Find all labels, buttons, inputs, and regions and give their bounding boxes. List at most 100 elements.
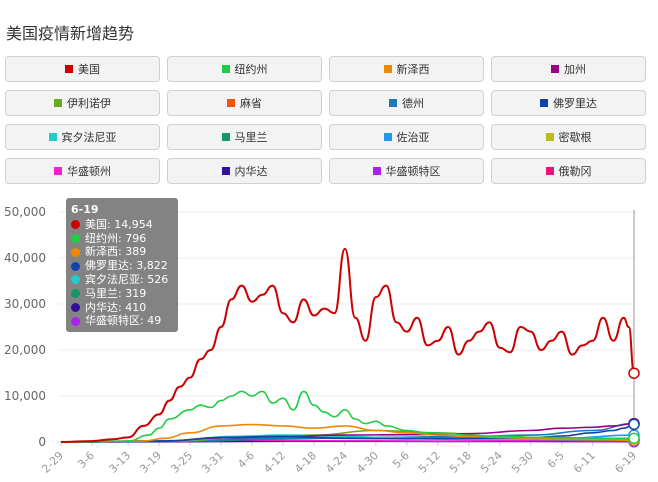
x-tick-label: 6-19 <box>612 449 639 476</box>
legend-swatch-icon <box>372 167 381 175</box>
x-tick-label: 3-6 <box>75 449 97 471</box>
tooltip-dot-icon <box>71 316 80 326</box>
legend-swatch-icon <box>545 133 554 141</box>
x-tick-label: 6-11 <box>571 449 598 476</box>
legend: 美国 纽约州 新泽西 加州伊利诺伊 麻省 德州 佛罗里达宾夕法尼亚 马里兰 佐治亚 密歇根华盛顿州… <box>5 56 655 184</box>
legend-button-7[interactable]: 佛罗里达 <box>491 90 646 116</box>
x-tick-label: 2-29 <box>39 449 66 476</box>
legend-swatch-icon <box>54 167 62 175</box>
legend-label: 宾夕法尼亚 <box>61 131 117 144</box>
tooltip-dot-icon <box>71 233 80 243</box>
legend-swatch-icon <box>48 133 57 141</box>
x-tick-label: 5-12 <box>416 449 443 476</box>
page-title: 美国疫情新增趋势 <box>6 24 135 43</box>
y-tick-label: 20,000 <box>4 343 46 357</box>
legend-swatch-icon <box>227 99 235 107</box>
legend-label: 华盛顿州 <box>67 165 111 178</box>
legend-button-13[interactable]: 内华达 <box>167 158 322 184</box>
tooltip-dot-icon <box>71 220 80 230</box>
legend-button-4[interactable]: 伊利诺伊 <box>5 90 160 116</box>
legend-label: 伊利诺伊 <box>67 97 111 110</box>
y-tick-label: 0 <box>38 435 46 449</box>
legend-button-11[interactable]: 密歇根 <box>491 124 646 150</box>
line-chart: 0 10,000 20,000 30,000 40,000 50,000 2-29 3-6 3… <box>4 205 640 476</box>
tooltip-value: 马里兰: 319 <box>85 286 147 300</box>
tooltip-row: 佛罗里达: 3,822 <box>71 259 178 273</box>
legend-button-5[interactable]: 麻省 <box>167 90 322 116</box>
tooltip-value: 内华达: 410 <box>85 300 147 314</box>
legend-button-14[interactable]: 华盛顿特区 <box>329 158 484 184</box>
x-tick-label: 4-18 <box>292 449 319 476</box>
series-line-美国[interactable] <box>60 247 635 443</box>
legend-button-3[interactable]: 加州 <box>491 56 646 82</box>
y-tick-label: 50,000 <box>4 205 46 219</box>
x-tick-label: 5-18 <box>447 449 474 476</box>
tooltip-row: 纽约州: 796 <box>71 232 178 246</box>
legend-swatch-icon <box>383 65 392 73</box>
legend-button-1[interactable]: 纽约州 <box>167 56 322 82</box>
legend-label: 佛罗里达 <box>553 97 597 110</box>
x-tick-label: 5-30 <box>509 449 536 476</box>
legend-label: 密歇根 <box>558 131 592 144</box>
series-line-纽约州[interactable] <box>60 390 635 443</box>
x-tick-label: 3-19 <box>137 449 164 476</box>
y-tick-label: 10,000 <box>4 389 46 403</box>
legend-button-6[interactable]: 德州 <box>329 90 484 116</box>
x-tick-label: 4-24 <box>323 449 350 476</box>
tooltip-value: 宾夕法尼亚: 526 <box>85 272 169 286</box>
tooltip-value: 佛罗里达: 3,822 <box>85 259 168 273</box>
legend-swatch-icon <box>65 65 73 73</box>
tooltip-row: 华盛顿特区: 49 <box>71 314 178 328</box>
legend-button-15[interactable]: 俄勒冈 <box>491 158 646 184</box>
legend-swatch-icon <box>221 65 230 73</box>
legend-label: 华盛顿特区 <box>385 165 441 178</box>
legend-swatch-icon <box>221 133 230 141</box>
x-tick-label: 6-5 <box>545 449 567 471</box>
legend-label: 德州 <box>402 97 424 110</box>
tooltip-value: 新泽西: 389 <box>85 245 147 259</box>
x-tick-label: 4-6 <box>235 449 257 471</box>
legend-swatch-icon <box>540 99 548 107</box>
y-tick-label: 30,000 <box>4 297 46 311</box>
legend-button-10[interactable]: 佐治亚 <box>329 124 484 150</box>
y-axis-ticks: 0 10,000 20,000 30,000 40,000 50,000 <box>4 205 46 449</box>
legend-swatch-icon <box>545 167 554 175</box>
legend-label: 纽约州 <box>234 63 268 76</box>
legend-label: 新泽西 <box>396 63 430 76</box>
x-tick-label: 4-30 <box>354 449 381 476</box>
tooltip-dot-icon <box>71 289 80 299</box>
tooltip-row: 新泽西: 389 <box>71 245 178 259</box>
x-tick-label: 5-24 <box>478 449 505 476</box>
tooltip-value: 美国: 14,954 <box>85 217 153 231</box>
legend-button-2[interactable]: 新泽西 <box>329 56 484 82</box>
x-tick-label: 5-6 <box>390 449 412 471</box>
series-line-佛罗里达[interactable] <box>60 423 635 443</box>
legend-label: 佐治亚 <box>396 131 430 144</box>
data-point[interactable] <box>628 418 640 431</box>
legend-label: 加州 <box>564 63 586 76</box>
legend-label: 俄勒冈 <box>558 165 592 178</box>
tooltip-dot-icon <box>71 275 80 285</box>
legend-swatch-icon <box>551 65 559 73</box>
legend-swatch-icon <box>383 133 392 141</box>
data-point[interactable] <box>628 432 640 445</box>
y-tick-label: 40,000 <box>4 251 46 265</box>
tooltip-dot-icon <box>71 302 80 312</box>
data-point[interactable] <box>628 367 640 379</box>
legend-button-9[interactable]: 马里兰 <box>167 124 322 150</box>
tooltip-dot-icon <box>71 247 80 257</box>
tooltip-row: 马里兰: 319 <box>71 287 178 301</box>
legend-button-12[interactable]: 华盛顿州 <box>5 158 160 184</box>
series-layer <box>60 247 640 448</box>
legend-button-0[interactable]: 美国 <box>5 56 160 82</box>
x-tick-label: 4-12 <box>261 449 288 476</box>
series-line-新泽西[interactable] <box>60 423 635 443</box>
tooltip-value: 华盛顿特区: 49 <box>85 314 162 328</box>
legend-label: 麻省 <box>240 97 262 110</box>
legend-swatch-icon <box>54 99 62 107</box>
legend-button-8[interactable]: 宾夕法尼亚 <box>5 124 160 150</box>
tooltip-dot-icon <box>71 261 80 271</box>
legend-label: 内华达 <box>234 165 268 178</box>
tooltip: 6-19 美国: 14,954 纽约州: 796 新泽西: 389 佛罗里达: 3,8… <box>66 198 178 332</box>
tooltip-value: 纽约州: 796 <box>85 231 147 245</box>
